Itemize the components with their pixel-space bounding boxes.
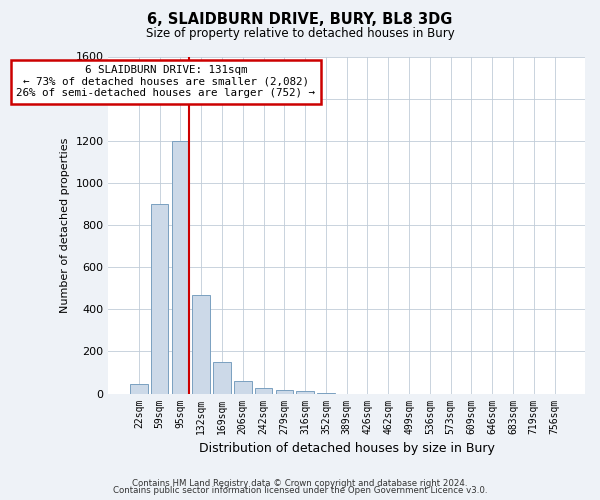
Text: 6, SLAIDBURN DRIVE, BURY, BL8 3DG: 6, SLAIDBURN DRIVE, BURY, BL8 3DG <box>148 12 452 28</box>
Bar <box>151 204 169 394</box>
Bar <box>275 390 293 394</box>
X-axis label: Distribution of detached houses by size in Bury: Distribution of detached houses by size … <box>199 442 494 455</box>
Bar <box>255 388 272 394</box>
Bar <box>193 294 210 394</box>
Bar <box>213 362 231 394</box>
Bar <box>130 384 148 394</box>
Bar <box>234 381 251 394</box>
Bar <box>317 392 335 394</box>
Text: Size of property relative to detached houses in Bury: Size of property relative to detached ho… <box>146 28 454 40</box>
Text: 6 SLAIDBURN DRIVE: 131sqm
← 73% of detached houses are smaller (2,082)
26% of se: 6 SLAIDBURN DRIVE: 131sqm ← 73% of detac… <box>16 65 316 98</box>
Text: Contains HM Land Registry data © Crown copyright and database right 2024.: Contains HM Land Registry data © Crown c… <box>132 478 468 488</box>
Y-axis label: Number of detached properties: Number of detached properties <box>60 138 70 312</box>
Text: Contains public sector information licensed under the Open Government Licence v3: Contains public sector information licen… <box>113 486 487 495</box>
Bar <box>296 392 314 394</box>
Bar <box>172 141 189 394</box>
